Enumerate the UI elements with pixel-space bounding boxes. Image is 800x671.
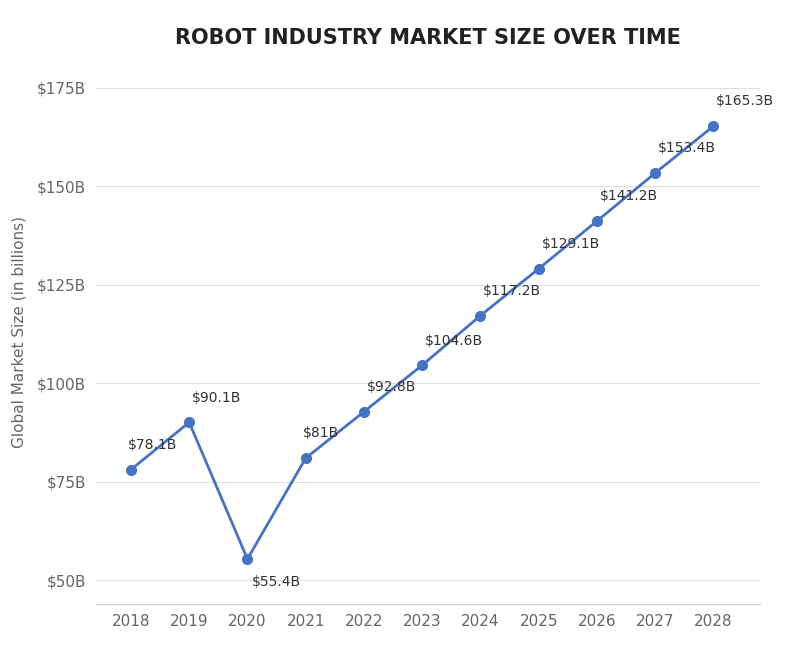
Text: $90.1B: $90.1B xyxy=(192,391,242,405)
Text: $104.6B: $104.6B xyxy=(425,333,483,348)
Title: ROBOT INDUSTRY MARKET SIZE OVER TIME: ROBOT INDUSTRY MARKET SIZE OVER TIME xyxy=(175,28,681,48)
Text: $153.4B: $153.4B xyxy=(658,142,716,155)
Y-axis label: Global Market Size (in billions): Global Market Size (in billions) xyxy=(11,216,26,448)
Text: $81B: $81B xyxy=(302,427,339,440)
Text: $55.4B: $55.4B xyxy=(252,574,302,588)
Text: $78.1B: $78.1B xyxy=(128,438,178,452)
Text: $117.2B: $117.2B xyxy=(483,284,542,298)
Text: $141.2B: $141.2B xyxy=(600,189,658,203)
Text: $92.8B: $92.8B xyxy=(367,380,416,394)
Text: $165.3B: $165.3B xyxy=(716,95,774,109)
Text: $129.1B: $129.1B xyxy=(542,237,600,251)
